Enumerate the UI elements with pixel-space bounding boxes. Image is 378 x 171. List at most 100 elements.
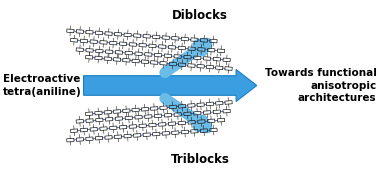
Bar — [215, 101, 223, 105]
Bar — [203, 111, 211, 114]
Bar — [104, 110, 112, 114]
Bar — [213, 110, 220, 114]
Bar — [135, 52, 142, 56]
Bar — [159, 123, 166, 126]
Bar — [174, 55, 181, 58]
Bar — [162, 131, 169, 135]
Bar — [145, 53, 152, 56]
Bar — [164, 113, 172, 117]
Bar — [194, 56, 201, 60]
Bar — [115, 135, 122, 139]
Bar — [133, 134, 141, 137]
Bar — [86, 49, 93, 52]
Bar — [206, 102, 214, 106]
Bar — [85, 55, 93, 59]
Bar — [95, 111, 102, 115]
Bar — [90, 40, 98, 44]
Bar — [105, 117, 113, 121]
Bar — [153, 132, 160, 136]
Bar — [110, 41, 117, 45]
Bar — [115, 117, 122, 120]
Bar — [223, 109, 230, 113]
Bar — [174, 113, 181, 116]
Bar — [208, 119, 215, 123]
Bar — [188, 64, 195, 67]
Bar — [169, 105, 177, 109]
Bar — [76, 48, 84, 51]
Bar — [155, 53, 162, 57]
Bar — [168, 45, 176, 49]
Bar — [123, 58, 130, 62]
Bar — [160, 106, 167, 110]
Text: Triblocks: Triblocks — [171, 153, 230, 166]
Bar — [143, 133, 150, 137]
Bar — [141, 60, 149, 64]
Bar — [100, 41, 107, 44]
Bar — [115, 32, 122, 36]
Bar — [143, 34, 150, 38]
Bar — [203, 57, 211, 60]
Bar — [191, 38, 198, 42]
Bar — [217, 118, 225, 122]
Bar — [115, 51, 122, 54]
Bar — [105, 32, 112, 35]
Bar — [169, 62, 177, 66]
Bar — [123, 109, 130, 113]
Text: Diblocks: Diblocks — [172, 9, 228, 22]
Bar — [150, 61, 158, 64]
Bar — [197, 64, 204, 68]
Bar — [135, 115, 142, 119]
Bar — [191, 129, 198, 133]
Bar — [150, 107, 158, 110]
Bar — [104, 57, 112, 61]
Bar — [95, 56, 102, 60]
Text: Electroactive
tetra(aniline): Electroactive tetra(aniline) — [3, 74, 81, 97]
Bar — [215, 66, 223, 70]
Bar — [198, 120, 205, 123]
Bar — [100, 127, 107, 130]
Bar — [67, 138, 74, 142]
Bar — [210, 39, 217, 43]
Bar — [155, 114, 162, 118]
Bar — [184, 55, 191, 59]
Bar — [95, 136, 103, 140]
Bar — [172, 131, 179, 135]
Bar — [125, 51, 132, 55]
Bar — [86, 137, 93, 141]
Bar — [67, 29, 74, 33]
Bar — [125, 116, 132, 120]
Bar — [153, 35, 160, 39]
Bar — [76, 138, 84, 141]
Bar — [85, 112, 93, 116]
Bar — [198, 48, 205, 51]
FancyArrow shape — [84, 69, 257, 102]
Bar — [149, 123, 156, 127]
Bar — [208, 48, 215, 52]
Bar — [129, 43, 136, 46]
Bar — [105, 136, 112, 139]
Bar — [113, 58, 121, 61]
Bar — [164, 54, 172, 58]
Bar — [86, 30, 93, 34]
Bar — [76, 120, 84, 123]
Bar — [90, 127, 98, 131]
Bar — [225, 101, 232, 104]
Bar — [70, 38, 78, 42]
Bar — [139, 124, 146, 128]
Bar — [110, 126, 117, 130]
Bar — [210, 128, 217, 132]
Bar — [188, 104, 195, 107]
Bar — [160, 61, 167, 65]
Bar — [96, 118, 103, 122]
Bar — [213, 57, 220, 61]
Bar — [181, 130, 189, 134]
Bar — [200, 129, 208, 133]
Bar — [184, 112, 191, 116]
Bar — [200, 38, 208, 42]
Bar — [139, 43, 146, 47]
Bar — [113, 110, 121, 113]
Bar — [194, 111, 201, 115]
Bar — [168, 122, 176, 126]
Bar — [225, 67, 232, 70]
Bar — [86, 119, 93, 122]
